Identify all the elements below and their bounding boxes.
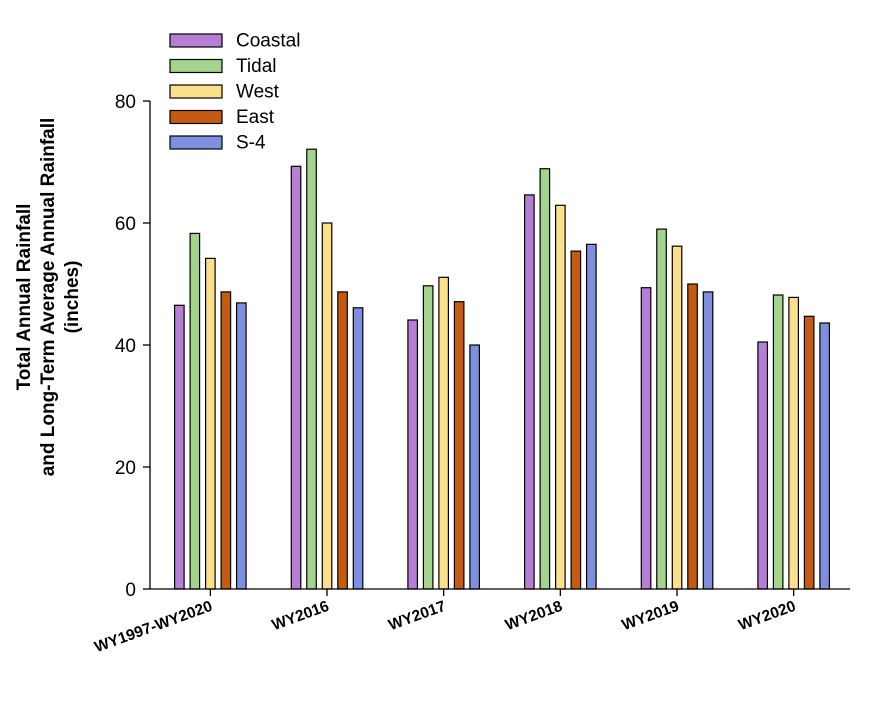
- bar-s-4-wy2018: [585, 243, 597, 590]
- bar-west-wy1997-wy2020: [205, 257, 216, 590]
- bars-layer: [174, 148, 831, 590]
- bar-east-wy2016: [337, 291, 348, 590]
- y-axis-title-line-2: and Long-Term Average Annual Rainfall: [38, 118, 59, 477]
- bar-east-wy2017: [453, 301, 465, 590]
- bar-coastal-wy2020: [757, 341, 769, 590]
- bar-east-wy2019: [687, 283, 698, 590]
- bar-tidal-wy2016: [306, 148, 317, 590]
- y-axis-title: Total Annual Rainfall and Long-Term Aver…: [14, 118, 83, 477]
- legend-label-west: West: [236, 82, 280, 103]
- legend-swatch-coastal: [169, 33, 223, 48]
- legend-swatch-tidal: [169, 58, 223, 74]
- bar-west-wy2018: [554, 204, 566, 590]
- legend-swatch-east: [169, 109, 223, 125]
- bar-coastal-wy2019: [640, 287, 652, 590]
- x-category-label: WY2017: [386, 598, 448, 634]
- y-axis-title-line-1: Total Annual Rainfall: [14, 204, 35, 391]
- bar-west-wy2017: [438, 276, 449, 590]
- legend-label-east: East: [236, 107, 275, 128]
- bar-coastal-wy1997-wy2020: [174, 304, 185, 590]
- bar-east-wy1997-wy2020: [220, 291, 232, 590]
- bar-tidal-wy2019: [656, 228, 667, 590]
- x-category-label: WY2016: [270, 598, 332, 634]
- legend-swatch-s-4: [169, 135, 223, 150]
- bar-east-wy2018: [570, 250, 582, 590]
- x-category-label: WY2020: [736, 598, 798, 634]
- y-tick-label: 20: [115, 458, 136, 479]
- y-tick-label: 80: [115, 92, 136, 113]
- bar-tidal-wy2017: [422, 285, 434, 590]
- legend: Coastal Tidal West East S-4: [169, 31, 300, 154]
- x-category-label: WY1997-WY2020: [92, 598, 214, 656]
- y-tick-label: 0: [125, 580, 136, 601]
- y-tick-label: 40: [115, 336, 136, 357]
- bar-west-wy2016: [321, 222, 333, 590]
- bar-s-4-wy2016: [352, 307, 364, 590]
- legend-label-s-4: S-4: [236, 133, 266, 154]
- y-axis-title-line-3: (inches): [62, 261, 83, 334]
- legend-swatch-west: [169, 84, 223, 99]
- bar-west-wy2020: [788, 296, 800, 590]
- bar-s-4-wy2020: [819, 322, 831, 590]
- bar-s-4-wy1997-wy2020: [236, 302, 247, 590]
- bar-s-4-wy2017: [469, 344, 480, 590]
- bar-tidal-wy2018: [539, 168, 551, 590]
- legend-label-tidal: Tidal: [236, 56, 276, 77]
- legend-label-coastal: Coastal: [236, 31, 300, 52]
- bar-coastal-wy2016: [290, 165, 302, 590]
- y-tick-label: 60: [115, 214, 136, 235]
- bar-s-4-wy2019: [702, 291, 714, 590]
- x-category-label: WY2019: [620, 598, 682, 634]
- x-category-label: WY2018: [503, 598, 565, 634]
- bar-east-wy2020: [803, 315, 815, 590]
- bar-tidal-wy1997-wy2020: [189, 232, 201, 590]
- bar-tidal-wy2020: [772, 294, 784, 590]
- bar-coastal-wy2018: [523, 194, 535, 590]
- bar-coastal-wy2017: [407, 319, 418, 590]
- bar-west-wy2019: [671, 245, 683, 590]
